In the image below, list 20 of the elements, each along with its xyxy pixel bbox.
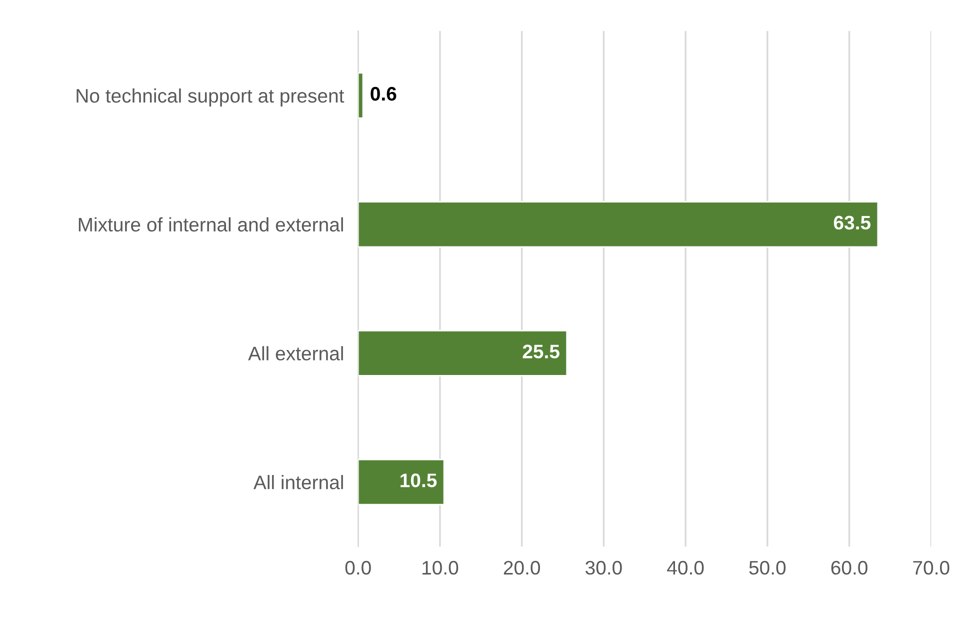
y-tick-label: Mixture of internal and external xyxy=(78,217,343,232)
x-tick-label: 30.0 xyxy=(586,560,622,575)
x-tick-label: 20.0 xyxy=(504,560,540,575)
bar xyxy=(358,201,879,248)
x-tick-label: 60.0 xyxy=(831,560,868,575)
y-tick-label: All internal xyxy=(253,475,343,490)
x-tick-label: 40.0 xyxy=(667,560,704,575)
bar xyxy=(358,330,568,376)
bar xyxy=(358,458,445,506)
y-tick-label: All external xyxy=(248,346,343,360)
y-tick-label: No technical support at present xyxy=(76,88,344,107)
data-label: 0.6 xyxy=(370,86,396,101)
bar xyxy=(358,72,364,119)
data-label: 10.5 xyxy=(400,474,437,488)
x-tick-label: 70.0 xyxy=(913,560,950,575)
x-tick-label: 0.0 xyxy=(345,560,371,575)
x-tick-label: 10.0 xyxy=(422,560,458,575)
data-label: 25.5 xyxy=(522,344,560,358)
x-tick-label: 50.0 xyxy=(749,560,786,575)
data-label: 63.5 xyxy=(834,216,871,230)
